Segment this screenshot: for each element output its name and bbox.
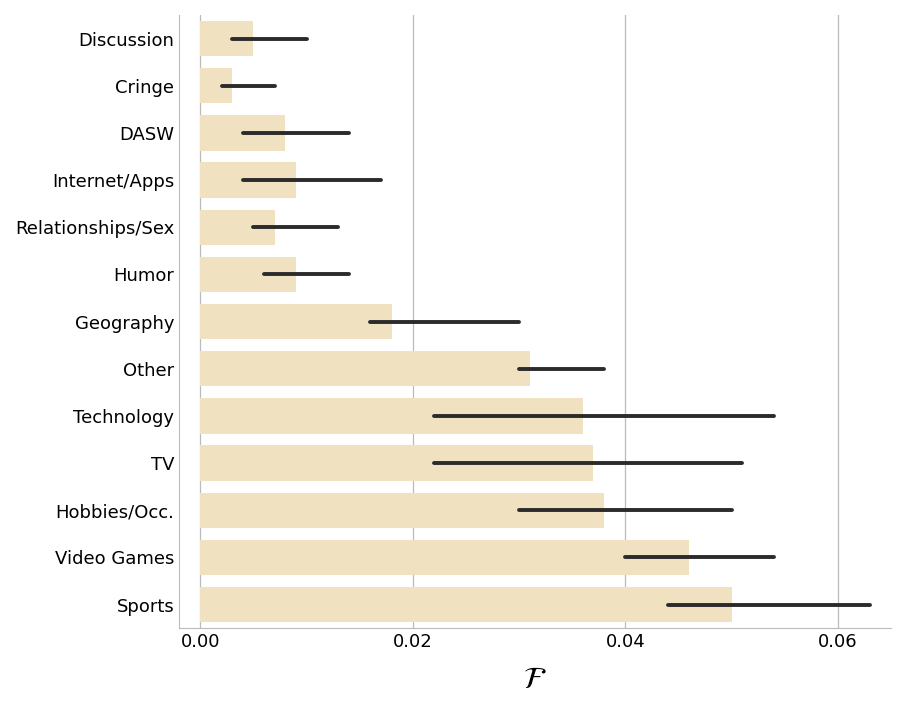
Bar <box>200 351 530 386</box>
Bar <box>200 68 232 104</box>
Bar <box>200 398 583 434</box>
Bar <box>200 540 689 575</box>
Bar <box>200 445 593 481</box>
X-axis label: $\mathcal{F}$: $\mathcal{F}$ <box>524 665 547 694</box>
Bar <box>200 257 296 292</box>
Bar <box>200 21 254 56</box>
Bar <box>200 210 275 245</box>
Bar <box>200 304 391 340</box>
Bar <box>200 162 296 198</box>
Bar <box>200 587 732 623</box>
Bar <box>200 493 604 528</box>
Bar <box>200 116 285 150</box>
